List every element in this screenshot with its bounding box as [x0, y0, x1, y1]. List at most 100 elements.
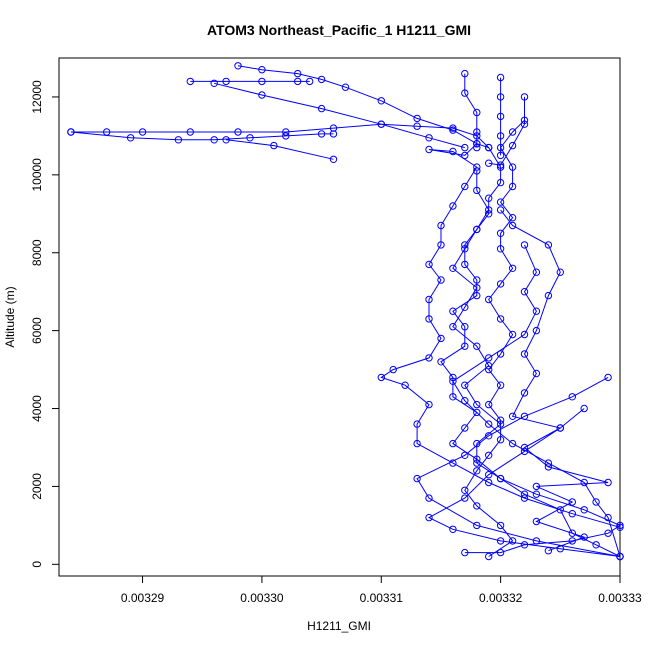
series-profile	[186, 77, 314, 86]
data-point	[496, 73, 505, 82]
series-profile	[222, 136, 338, 164]
data-point	[461, 397, 469, 405]
data-point	[449, 124, 457, 132]
data-point	[496, 436, 505, 444]
data-point	[592, 498, 600, 506]
data-point	[222, 77, 230, 86]
data-point	[449, 202, 457, 210]
data-point	[425, 295, 433, 304]
data-point	[425, 145, 433, 154]
data-point	[496, 350, 505, 358]
x-tick-label: 0.00330	[240, 591, 284, 605]
data-point	[210, 136, 218, 144]
data-point	[461, 381, 469, 389]
data-point	[425, 315, 433, 323]
data-point	[449, 323, 457, 331]
data-point	[282, 128, 290, 136]
data-point	[485, 194, 493, 202]
y-tick-label: 10000	[30, 158, 44, 192]
series-profile	[461, 69, 481, 152]
data-point	[282, 132, 290, 140]
data-point	[461, 451, 469, 459]
data-point	[413, 474, 421, 483]
data-point	[461, 245, 469, 253]
data-point	[473, 276, 481, 284]
data-point	[341, 83, 350, 91]
data-point	[496, 537, 505, 545]
data-point	[270, 141, 278, 150]
data-point	[473, 284, 481, 292]
data-point	[496, 163, 505, 171]
y-tick-label: 6000	[30, 317, 44, 344]
data-point	[485, 552, 493, 561]
data-point	[449, 439, 457, 448]
data-point	[496, 93, 505, 101]
data-point	[306, 77, 314, 86]
data-point	[485, 451, 493, 459]
data-point	[461, 69, 469, 78]
data-point	[568, 537, 576, 545]
data-point	[496, 132, 505, 140]
data-point	[425, 134, 433, 142]
data-point	[520, 241, 529, 249]
data-point	[616, 552, 624, 561]
data-point	[329, 155, 338, 164]
data-point	[556, 424, 564, 432]
data-point	[508, 537, 517, 545]
data-point	[258, 91, 266, 99]
data-point	[520, 116, 529, 125]
data-point	[604, 373, 612, 382]
data-point	[485, 206, 493, 214]
data-point	[508, 412, 517, 420]
data-point	[496, 229, 505, 238]
series-line	[427, 408, 621, 557]
series-line	[226, 139, 334, 160]
data-point	[485, 471, 493, 479]
data-point	[568, 510, 576, 518]
data-point	[496, 161, 505, 169]
data-point	[449, 373, 457, 382]
data-point	[520, 93, 529, 101]
data-point	[496, 315, 505, 323]
data-point	[461, 260, 469, 269]
data-point	[437, 276, 445, 284]
data-point	[604, 529, 612, 537]
data-point	[508, 128, 517, 136]
data-point	[580, 506, 588, 514]
x-tick-label: 0.00329	[121, 591, 165, 605]
data-point	[544, 291, 553, 300]
data-point	[496, 198, 505, 206]
data-point	[568, 529, 576, 537]
data-point	[234, 128, 242, 136]
data-point	[532, 369, 541, 378]
plot-frame	[58, 57, 621, 577]
data-point	[413, 114, 421, 123]
data-point	[473, 408, 481, 417]
data-point	[532, 517, 541, 526]
data-point	[568, 498, 576, 506]
series-profile	[496, 206, 612, 555]
chart-title: ATOM3 Northeast_Pacific_1 H1211_GMI	[207, 22, 471, 38]
data-point	[544, 241, 553, 249]
data-point	[473, 459, 481, 467]
y-tick-label: 2000	[30, 473, 44, 500]
data-point	[496, 381, 505, 389]
data-point	[473, 521, 481, 530]
data-point	[425, 494, 433, 502]
data-point	[473, 291, 481, 300]
data-point	[520, 330, 529, 339]
data-point	[425, 513, 433, 522]
data-point	[532, 326, 541, 335]
data-point	[544, 459, 553, 467]
data-point	[449, 126, 457, 134]
data-point	[317, 104, 326, 113]
data-point	[174, 136, 183, 144]
data-point	[377, 120, 385, 128]
data-point	[246, 134, 254, 142]
data-point	[425, 260, 433, 269]
data-point	[126, 134, 135, 142]
data-point	[437, 241, 445, 249]
y-axis: 0 2000 4000 6000 8000 10000 12000	[30, 80, 59, 568]
data-point	[520, 412, 529, 420]
series-line	[380, 143, 621, 528]
